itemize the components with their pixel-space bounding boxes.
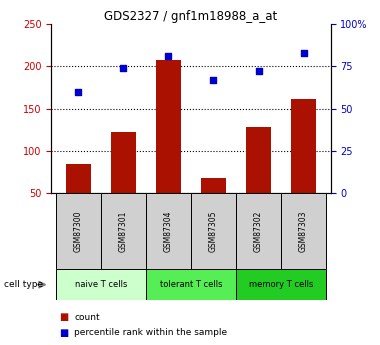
Text: GSM87303: GSM87303 [299, 210, 308, 252]
Bar [291, 99, 316, 193]
Bar [111, 132, 136, 193]
Bar [56, 193, 101, 269]
Text: GSM87305: GSM87305 [209, 210, 218, 252]
Bar [146, 193, 191, 269]
Text: GSM87301: GSM87301 [119, 210, 128, 252]
Title: GDS2327 / gnf1m18988_a_at: GDS2327 / gnf1m18988_a_at [105, 10, 277, 23]
Bar [156, 60, 181, 193]
Text: tolerant T cells: tolerant T cells [160, 280, 222, 289]
Point [120, 65, 127, 71]
Bar [236, 269, 326, 300]
Point [301, 50, 307, 56]
Point [165, 53, 171, 59]
Text: naive T cells: naive T cells [74, 280, 127, 289]
Text: ■: ■ [59, 313, 68, 322]
Point [75, 89, 81, 95]
Text: percentile rank within the sample: percentile rank within the sample [74, 328, 227, 337]
Bar [101, 193, 146, 269]
Point [255, 69, 261, 74]
Text: GSM87302: GSM87302 [254, 210, 263, 252]
Text: GSM87304: GSM87304 [164, 210, 173, 252]
Bar [66, 164, 91, 193]
Bar [246, 127, 271, 193]
Bar [191, 193, 236, 269]
Point [211, 77, 217, 83]
Bar [281, 193, 326, 269]
Text: GSM87300: GSM87300 [74, 210, 83, 252]
Bar [201, 178, 226, 193]
Bar [146, 269, 236, 300]
Text: ■: ■ [59, 328, 68, 338]
Text: memory T cells: memory T cells [249, 280, 313, 289]
Bar [236, 193, 281, 269]
Bar [56, 269, 146, 300]
Text: count: count [74, 313, 100, 322]
Text: cell type: cell type [4, 280, 43, 289]
